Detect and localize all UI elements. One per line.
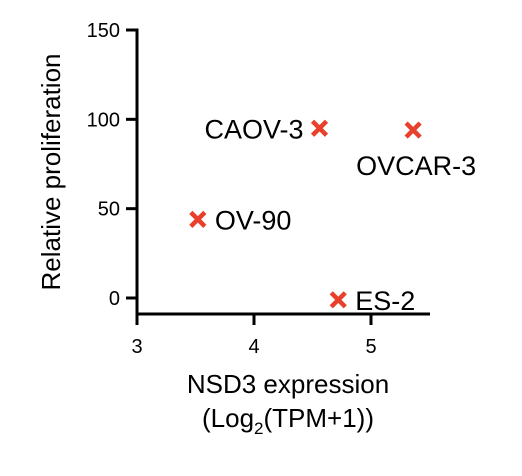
- data-point-label: ES-2: [355, 286, 415, 316]
- y-tick-label: 150: [87, 20, 120, 42]
- data-point-label: OVCAR-3: [356, 151, 476, 181]
- y-tick-label: 100: [87, 109, 120, 131]
- data-point-label: CAOV-3: [204, 114, 303, 144]
- x-axis-title-line2: (Log2(TPM+1)): [202, 403, 374, 438]
- data-point-marker: [404, 121, 422, 139]
- x-tick-label: 3: [131, 336, 142, 358]
- data-point-marker: [329, 291, 347, 309]
- marker-stroke: [329, 291, 347, 309]
- marker-stroke: [310, 119, 329, 137]
- x-axis-title-line1: NSD3 expression: [187, 369, 389, 399]
- y-axis-title: Relative proliferation: [36, 53, 66, 290]
- marker-stroke: [404, 121, 422, 139]
- x-tick-label: 5: [365, 336, 376, 358]
- y-tick-label: 0: [109, 288, 120, 310]
- x-tick-label: 4: [248, 336, 259, 358]
- x-axis: 3 4 5: [131, 312, 430, 358]
- marker-stroke: [189, 210, 207, 228]
- data-point-label: OV-90: [215, 205, 292, 235]
- x-axis-title-subscript: 2: [254, 419, 263, 438]
- y-tick-label: 50: [98, 199, 120, 221]
- data-points: CAOV-3 OVCAR-3 OV-90 ES-2: [189, 114, 476, 316]
- x-axis-title-suffix: (TPM+1)): [264, 403, 375, 433]
- data-point-marker: [310, 119, 329, 137]
- x-axis-title-prefix: (Log: [202, 403, 254, 433]
- y-axis: 0 50 100 150: [87, 20, 139, 316]
- data-point-marker: [189, 210, 207, 228]
